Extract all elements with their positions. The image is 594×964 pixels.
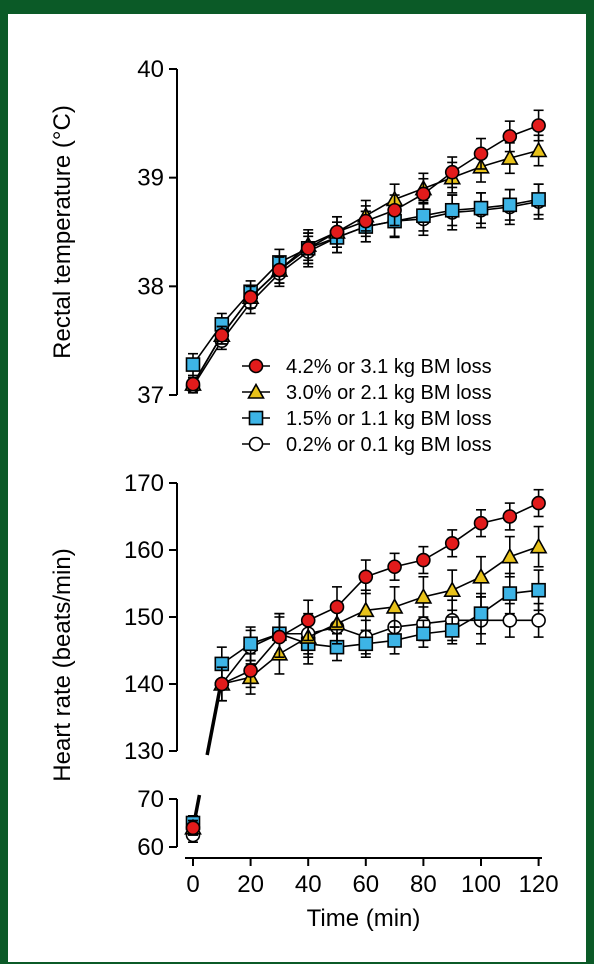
- temp-series-3-point: [473, 200, 489, 216]
- x-tick-label: 80: [410, 871, 437, 898]
- legend-marker-1: [248, 358, 264, 374]
- x-tick-label: 0: [186, 871, 199, 898]
- temp-series-1-point: [214, 327, 230, 343]
- hr-series-1-point: [358, 569, 374, 585]
- hr-y-tick-label: 60: [137, 834, 164, 861]
- hr-series-3-point: [444, 623, 460, 638]
- temp-series-3-point: [531, 192, 546, 207]
- hr-series-2-point: [500, 547, 519, 564]
- x-tick-label: 40: [295, 871, 322, 898]
- hr-series-2-point: [414, 587, 433, 604]
- legend-marker-4: [248, 436, 264, 452]
- hr-series-1-point: [185, 820, 201, 836]
- temp-series-1-point: [272, 262, 287, 278]
- temp-series-2-point: [500, 148, 519, 165]
- x-tick-label: 60: [352, 871, 379, 898]
- hr-y-tick-label: 160: [124, 537, 164, 564]
- temp-series-2-point: [529, 141, 548, 158]
- hr-series-2-point: [443, 581, 462, 598]
- temp-series-1-point: [531, 118, 546, 133]
- temp-y-tick-label: 38: [137, 273, 164, 300]
- hr-series-3-point: [502, 586, 518, 601]
- hr-series-3-line: [221, 589, 539, 665]
- x-tick-label: 20: [237, 871, 264, 898]
- hr-series-3-point: [243, 636, 258, 652]
- hr-series-1-point: [214, 676, 230, 692]
- hr-series-1-point: [444, 535, 460, 551]
- hr-series-1-point: [387, 559, 402, 575]
- hr-series-2-line: [221, 545, 539, 685]
- hr-series-1-line: [221, 502, 539, 685]
- temp-series-1-point: [358, 213, 374, 229]
- hr-series-1-point: [329, 599, 345, 615]
- hr-y-tick-label: 70: [137, 786, 164, 813]
- hr-series-4-line: [221, 619, 539, 685]
- hr-series-4-point: [502, 613, 518, 628]
- hr-series-1-point: [473, 515, 489, 531]
- hr-series-2-point: [356, 601, 375, 618]
- hr-series-1-point: [502, 509, 518, 524]
- legend-label-2: 3.0% or 2.1 kg BM loss: [286, 382, 492, 404]
- temp-series-1-point: [502, 129, 518, 144]
- legend-label-3: 1.5% or 1.1 kg BM loss: [286, 408, 492, 430]
- temp-series-3-point: [416, 208, 431, 223]
- hr-series-3-point: [358, 636, 374, 652]
- hr-series-3-point: [531, 582, 546, 598]
- hr-series-1-point: [300, 613, 316, 628]
- temp-series-1-point: [387, 202, 402, 218]
- temp-series-2-line: [192, 149, 539, 385]
- temp-y-tick-label: 37: [137, 382, 164, 409]
- hr-y-tick-label: 130: [124, 738, 164, 765]
- temp-series-1-point: [473, 146, 489, 162]
- hr-series-1-point: [272, 629, 287, 645]
- hr-series-2-point: [385, 597, 404, 614]
- temp-series-1-point: [416, 186, 431, 202]
- hr-series-4-point: [531, 613, 546, 628]
- hr-series-3-point: [387, 633, 402, 648]
- temp-series-1-point: [329, 224, 345, 240]
- temp-y-axis-title: Rectal temperature (°C): [49, 105, 76, 359]
- hr-y-axis-title: Heart rate (beats/min): [49, 548, 76, 781]
- hr-series-2-point: [472, 567, 490, 584]
- hr-series-3-point: [416, 626, 431, 642]
- x-axis-title: Time (min): [307, 905, 421, 932]
- temp-series-1-point: [185, 376, 201, 392]
- hr-series-1-point: [531, 495, 546, 511]
- figure: 37 38 39 40 Rectal temperature (°C) 60 70 130 14…: [8, 14, 586, 962]
- x-tick-label: 100: [461, 871, 501, 898]
- legend-marker-3: [248, 410, 264, 426]
- hr-y-tick-label: 140: [124, 671, 164, 698]
- temp-y-tick-label: 39: [137, 165, 164, 192]
- hr-y-tick-label: 170: [124, 470, 164, 497]
- legend-marker-2: [247, 382, 265, 399]
- temp-y-tick-label: 40: [137, 56, 164, 83]
- temp-series-3-point: [185, 357, 201, 372]
- hr-series-1-point: [243, 663, 258, 678]
- temp-series-3-point: [502, 197, 518, 213]
- hr-series-1-point: [416, 552, 431, 568]
- hr-y-tick-label: 150: [124, 604, 164, 631]
- hr-series-3-point: [473, 606, 489, 621]
- chart-svg: 37 38 39 40 Rectal temperature (°C) 60 70 130 14…: [49, 56, 559, 932]
- temp-series-1-point: [444, 164, 460, 180]
- legend-label-1: 4.2% or 3.1 kg BM loss: [286, 356, 492, 378]
- temp-series-1-point: [300, 240, 316, 256]
- temp-series-3-point: [444, 202, 460, 218]
- x-tick-label: 120: [519, 871, 559, 898]
- temp-series-1-point: [243, 289, 258, 305]
- legend-label-4: 0.2% or 0.1 kg BM loss: [286, 434, 492, 456]
- hr-break-connector-upper: [205, 678, 224, 756]
- hr-series-2-point: [529, 537, 548, 554]
